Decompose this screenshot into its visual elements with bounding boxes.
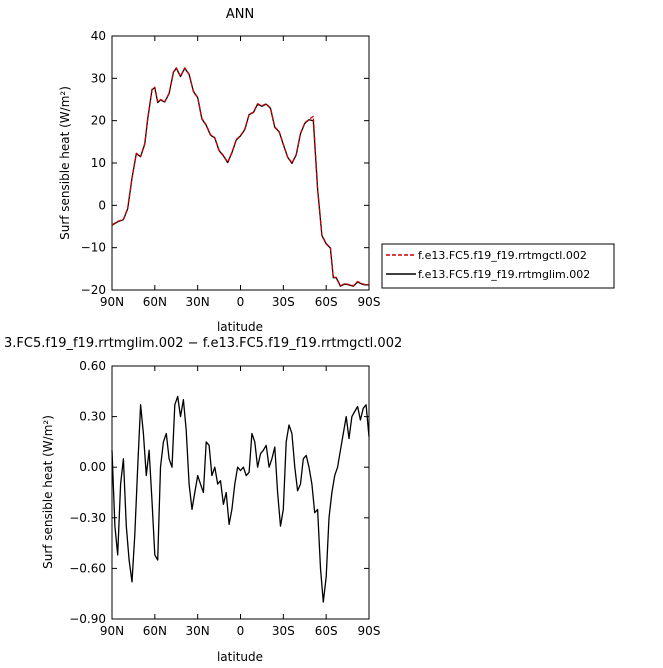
bottom-x-axis-label: latitude [217, 650, 263, 664]
bottom-y-tick-label: 0.30 [79, 410, 106, 424]
bottom-y-tick-label: −0.90 [69, 612, 106, 626]
top-x-tick-label: 30S [272, 295, 295, 309]
bottom-y-axis-label: Surf sensible heat (W/m²) [41, 415, 55, 569]
bottom-y-tick-label: −0.60 [69, 561, 106, 575]
bottom-x-tick-label: 60S [315, 624, 338, 638]
top-series-group [111, 67, 369, 287]
bottom-y-tick-label: 0.60 [79, 359, 106, 373]
top-y-tick-label: −10 [81, 241, 106, 255]
top-y-axis: −20 −10 0 10 20 30 40 [81, 29, 369, 297]
top-x-axis: 90N 60N 30N 0 30S 60S 90S [100, 36, 381, 309]
bottom-y-tick-label: 0.00 [79, 460, 106, 474]
bottom-series-group [111, 395, 370, 603]
bottom-chart-title: 3.FC5.f19_f19.rrtmglim.002 − f.e13.FC5.f… [4, 336, 402, 351]
top-x-tick-label: 90S [358, 295, 381, 309]
bottom-x-axis: 90N 60N 30N 0 30S 60S 90S [100, 366, 381, 638]
bottom-x-tick-label: 0 [237, 624, 245, 638]
top-x-tick-label: 30N [186, 295, 210, 309]
top-y-axis-label: Surf sensible heat (W/m²) [58, 86, 72, 240]
top-y-tick-label: 40 [91, 29, 106, 43]
legend-box [381, 243, 615, 289]
bottom-x-tick-label: 30N [186, 624, 210, 638]
top-y-tick-label: 10 [91, 156, 106, 170]
bottom-x-tick-label: 30S [272, 624, 295, 638]
top-chart-title: ANN [226, 7, 254, 22]
top-x-axis-label: latitude [217, 320, 263, 334]
top-x-tick-label: 60N [143, 295, 167, 309]
top-x-tick-label: 90N [100, 295, 124, 309]
top-x-tick-label: 0 [237, 295, 245, 309]
bottom-y-axis: −0.90 −0.60 −0.30 0.00 0.30 0.60 [69, 359, 369, 626]
bottom-plot-frame [111, 365, 370, 620]
top-x-tick-label: 60S [315, 295, 338, 309]
top-y-tick-label: −20 [81, 283, 106, 297]
bottom-panel: 3.FC5.f19_f19.rrtmglim.002 − f.e13.FC5.f… [4, 336, 402, 664]
legend: f.e13.FC5.f19_f19.rrtmgctl.002 f.e13.FC5… [381, 243, 615, 289]
legend-label-lim: f.e13.FC5.f19_f19.rrtmglim.002 [418, 268, 590, 281]
legend-label-ctl: f.e13.FC5.f19_f19.rrtmgctl.002 [418, 249, 587, 262]
top-y-tick-label: 20 [91, 114, 106, 128]
bottom-series-line-0 [111, 395, 370, 603]
top-y-tick-label: 30 [91, 71, 106, 85]
bottom-x-tick-label: 60N [143, 624, 167, 638]
bottom-x-tick-label: 90N [100, 624, 124, 638]
top-y-tick-label: 0 [98, 198, 106, 212]
bottom-x-tick-label: 90S [358, 624, 381, 638]
bottom-y-tick-label: −0.30 [69, 511, 106, 525]
